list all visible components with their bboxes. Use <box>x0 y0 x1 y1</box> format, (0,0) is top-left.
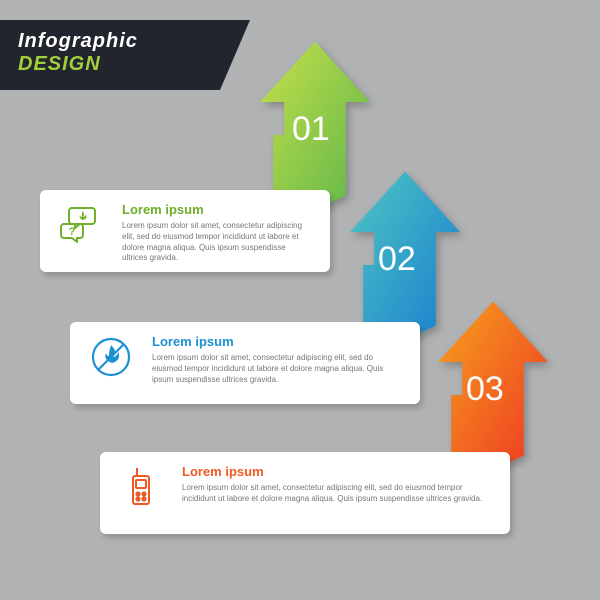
step-number-03: 03 <box>466 370 504 409</box>
step-number-02: 02 <box>378 240 416 279</box>
walkie-talkie-icon <box>118 464 164 510</box>
step-bar-01: ? Lorem ipsum Lorem ipsum dolor sit amet… <box>40 190 330 272</box>
step-title-03: Lorem ipsum <box>182 464 492 479</box>
step-title-02: Lorem ipsum <box>152 334 402 349</box>
step-bar-03: Lorem ipsum Lorem ipsum dolor sit amet, … <box>100 452 510 534</box>
step-text-03: Lorem ipsum Lorem ipsum dolor sit amet, … <box>182 464 492 505</box>
infographic-stage: Infographic DESIGN 01 ? Lorem ipsum Lore… <box>0 0 600 600</box>
svg-text:?: ? <box>69 226 76 238</box>
header-line2: DESIGN <box>18 53 232 76</box>
header-line1: Infographic <box>18 30 232 53</box>
step-text-01: Lorem ipsum Lorem ipsum dolor sit amet, … <box>122 202 312 264</box>
step-body-01: Lorem ipsum dolor sit amet, consectetur … <box>122 221 312 264</box>
step-title-01: Lorem ipsum <box>122 202 312 217</box>
chat-fire-question-icon: ? <box>58 202 104 248</box>
step-text-02: Lorem ipsum Lorem ipsum dolor sit amet, … <box>152 334 402 385</box>
step-body-02: Lorem ipsum dolor sit amet, consectetur … <box>152 353 402 385</box>
step-bar-02: Lorem ipsum Lorem ipsum dolor sit amet, … <box>70 322 420 404</box>
header-banner: Infographic DESIGN <box>0 20 250 90</box>
step-body-03: Lorem ipsum dolor sit amet, consectetur … <box>182 483 492 505</box>
step-number-01: 01 <box>292 110 330 149</box>
no-fire-circle-icon <box>88 334 134 380</box>
